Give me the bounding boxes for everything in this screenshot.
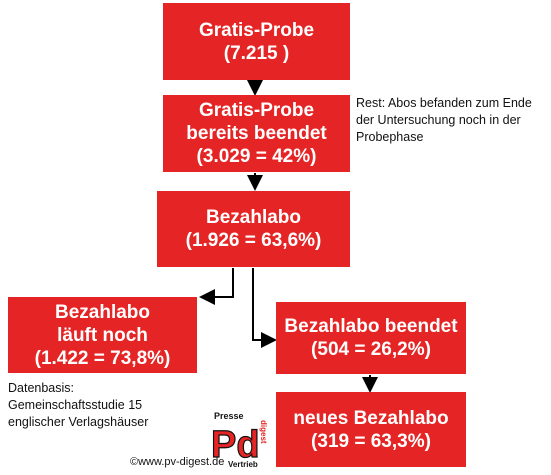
pv-digest-logo: Presse Pd digest Vertrieb [210, 411, 268, 469]
box-gratis-probe-value: (7.215 ) [223, 42, 290, 64]
note-datenbasis: Datenbasis: Gemeinschaftsstudie 15 engli… [8, 380, 148, 431]
box-bezahlabo: Bezahlabo (1.926 = 63,6%) [157, 191, 350, 267]
logo-bottom-text: Vertrieb [228, 460, 258, 469]
logo-top-text: Presse [214, 411, 244, 421]
note-datenbasis-line3: englischer Verlagshäuser [8, 415, 149, 429]
logo-side-text: digest [259, 420, 268, 444]
box-laeuft-value: (1.422 = 73,8%) [34, 347, 171, 369]
box-probe-beendet-value: (3.029 = 42%) [196, 146, 317, 167]
note-rest-line1: Rest: Abos befanden zum Ende [356, 96, 532, 110]
box-abo-beendet-title: Bezahlabo beendet [284, 316, 458, 337]
note-rest-line3: Probephase [356, 130, 424, 144]
box-probe-beendet-line2: bereits beendet [186, 123, 327, 144]
box-laeuft-line1: Bezahlabo [54, 301, 151, 323]
box-neues-bezahlabo: neues Bezahlabo (319 = 63,3%) [276, 392, 466, 467]
box-probe-beendet: Gratis-Probe bereits beendet (3.029 = 42… [163, 95, 350, 172]
logo-letters: Pd [211, 424, 260, 466]
box-gratis-probe: Gratis-Probe (7.215 ) [163, 3, 350, 80]
box-neues-title: neues Bezahlabo [293, 407, 449, 429]
copyright-text: ©www.pv-digest.de [130, 456, 225, 468]
note-rest: Rest: Abos befanden zum Ende der Untersu… [356, 95, 532, 146]
note-datenbasis-line1: Datenbasis: [8, 381, 75, 395]
box-bezahlabo-laeuft: Bezahlabo läuft noch (1.422 = 73,8%) [8, 297, 197, 373]
box-probe-beendet-line1: Gratis-Probe [198, 100, 315, 121]
arrow-bezahlabo-to-laeuft [199, 268, 234, 305]
box-bezahlabo-value: (1.926 = 63,6%) [185, 230, 322, 251]
box-laeuft-line2: läuft noch [57, 324, 148, 346]
box-neues-value: (319 = 63,3%) [311, 430, 431, 452]
arrow-bezahlabo-to-abo-beendet [252, 268, 277, 348]
box-bezahlabo-beendet: Bezahlabo beendet (504 = 26,2%) [276, 302, 466, 374]
box-abo-beendet-value: (504 = 26,2%) [311, 339, 431, 360]
note-datenbasis-line2: Gemeinschaftsstudie 15 [8, 398, 143, 412]
box-bezahlabo-title: Bezahlabo [205, 207, 302, 228]
box-gratis-probe-title: Gratis-Probe [198, 19, 315, 41]
note-rest-line2: der Untersuchung noch in der [356, 113, 521, 127]
